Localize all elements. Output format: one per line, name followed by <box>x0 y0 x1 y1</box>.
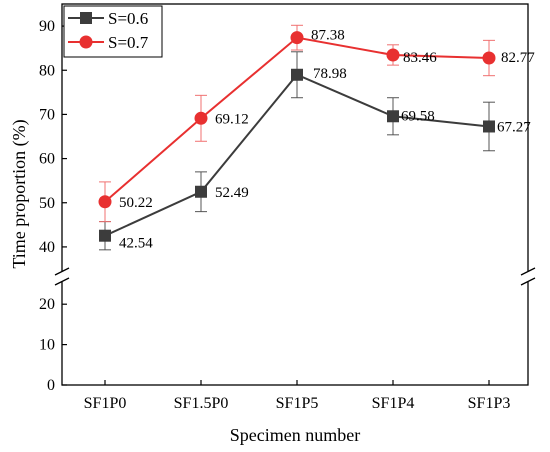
data-point-s07 <box>98 195 112 209</box>
plot-frame <box>61 3 529 386</box>
data-labels: 42.54 52.49 78.98 69.58 67.27 50.22 69.12 87.38… <box>119 28 535 252</box>
legend-label-s06: S=0.6 <box>108 9 148 28</box>
y-tick-label: 40 <box>39 239 55 256</box>
y-tick-label: 90 <box>39 18 55 35</box>
y-tick-label: 20 <box>39 296 55 313</box>
data-point-s06 <box>483 120 495 133</box>
data-point-s07 <box>194 111 208 125</box>
data-label-s06: 69.58 <box>401 108 435 124</box>
data-point-s06 <box>291 68 303 81</box>
legend: S=0.6 S=0.7 <box>63 5 163 58</box>
data-label-s07: 87.38 <box>311 28 345 44</box>
legend-marker-s06 <box>80 12 92 24</box>
data-markers <box>98 31 496 242</box>
data-label-s07: 83.46 <box>403 50 437 66</box>
x-tick-label: SF1P3 <box>468 395 511 412</box>
y-axis-title: Time proportion (%) <box>9 119 30 268</box>
data-point-s07 <box>482 51 496 65</box>
axis-break-gap-right <box>520 271 536 282</box>
data-point-s06 <box>195 185 207 198</box>
data-label-s06: 42.54 <box>119 236 153 252</box>
data-label-s07: 50.22 <box>119 195 153 211</box>
axis-break-mark-left <box>54 267 70 276</box>
axis-break-mark-left <box>54 277 70 286</box>
data-label-s06: 67.27 <box>497 119 531 135</box>
legend-label-s07: S=0.7 <box>108 33 149 52</box>
axis-break-gap-left <box>54 271 70 282</box>
data-label-s06: 78.98 <box>313 66 347 82</box>
data-point-s06 <box>99 229 111 242</box>
axis-break-mark-right <box>520 267 536 276</box>
y-tick-label: 10 <box>39 337 55 354</box>
axis-break-mark-right <box>520 277 536 286</box>
data-label-s06: 52.49 <box>215 185 249 201</box>
legend-marker-s07 <box>79 35 93 49</box>
axis-break <box>54 267 536 286</box>
axis-ticks: 0 10 20 40 50 60 70 80 90 SF1P0 SF1.5P0 SF1P5 SF1P4 S… <box>39 18 510 412</box>
y-tick-label: 60 <box>39 151 55 168</box>
data-point-s07 <box>386 48 400 62</box>
x-axis-title: Specimen number <box>230 425 360 445</box>
x-tick-label: SF1P0 <box>84 395 127 412</box>
x-tick-label: SF1P5 <box>276 395 319 412</box>
x-tick-label: SF1P4 <box>372 395 415 412</box>
y-tick-label: 80 <box>39 62 55 79</box>
x-tick-label: SF1.5P0 <box>174 395 229 412</box>
data-label-s07: 82.77 <box>501 50 535 66</box>
data-point-s06 <box>387 110 399 123</box>
series-line-s06 <box>104 73 490 237</box>
y-tick-label: 0 <box>47 377 55 394</box>
y-tick-label: 50 <box>39 195 55 212</box>
data-label-s07: 69.12 <box>215 111 249 127</box>
data-point-s07 <box>290 31 304 45</box>
y-tick-label: 70 <box>39 106 55 123</box>
